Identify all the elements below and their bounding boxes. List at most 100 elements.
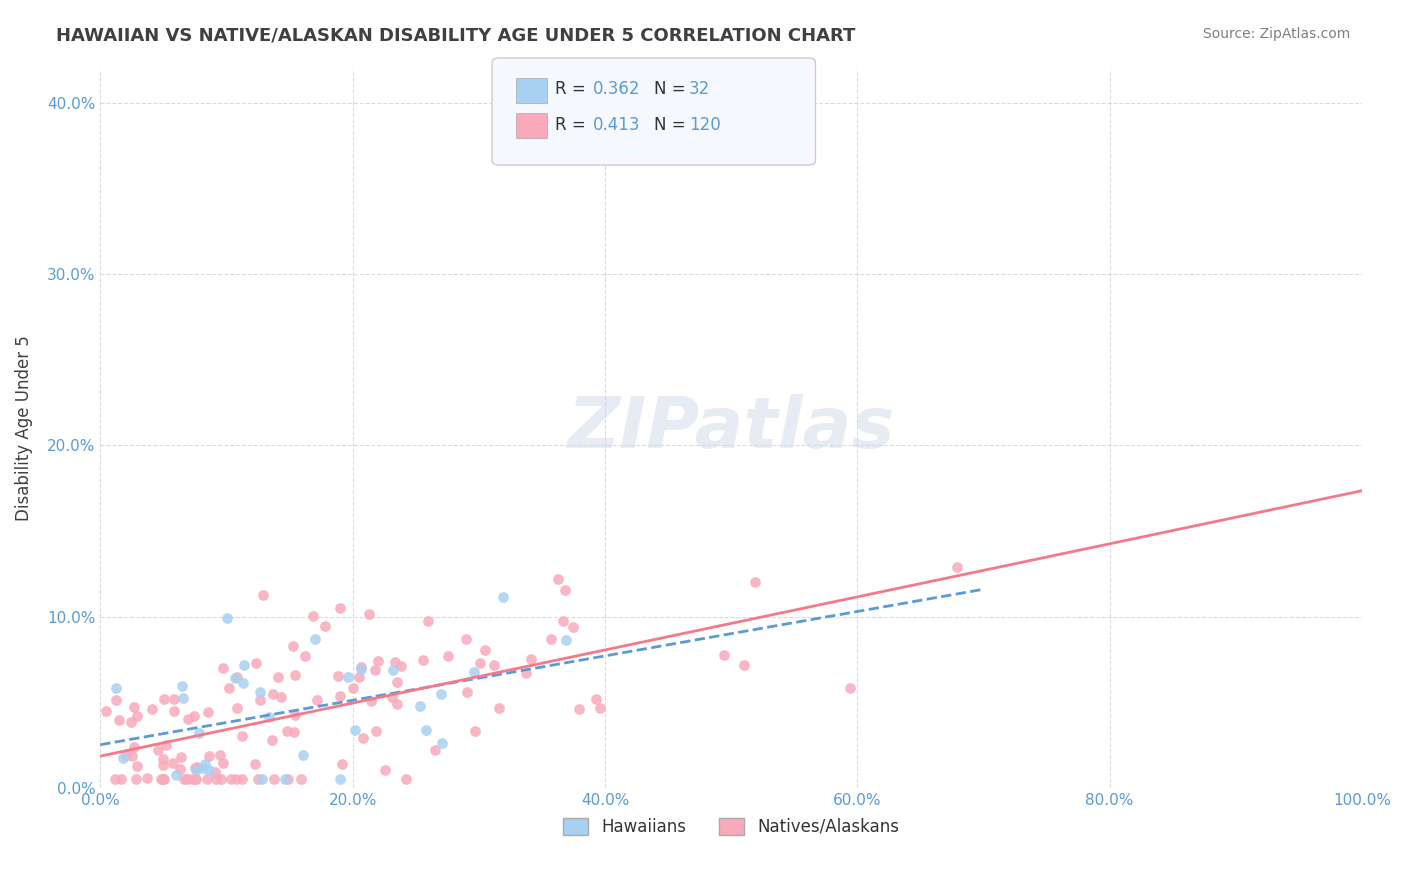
Text: N =: N = bbox=[654, 80, 690, 98]
Point bbox=[347, 670, 370, 684]
Point bbox=[176, 772, 198, 787]
Point bbox=[284, 668, 307, 682]
Point bbox=[314, 619, 336, 633]
Point bbox=[112, 751, 135, 765]
Point bbox=[463, 665, 485, 680]
Point bbox=[456, 685, 478, 699]
Text: 32: 32 bbox=[689, 80, 710, 98]
Point bbox=[283, 725, 305, 739]
Text: 120: 120 bbox=[689, 116, 721, 134]
Point bbox=[232, 657, 254, 672]
Point bbox=[329, 689, 352, 703]
Point bbox=[152, 758, 174, 772]
Text: 0.362: 0.362 bbox=[593, 80, 641, 98]
Point bbox=[389, 659, 412, 673]
Point bbox=[423, 743, 446, 757]
Point bbox=[170, 750, 193, 764]
Point bbox=[198, 763, 221, 777]
Point bbox=[146, 743, 169, 757]
Point bbox=[153, 691, 176, 706]
Point bbox=[232, 676, 254, 690]
Point bbox=[165, 768, 187, 782]
Point bbox=[247, 772, 270, 787]
Point bbox=[283, 639, 305, 653]
Point bbox=[430, 735, 453, 749]
Point bbox=[337, 669, 360, 683]
Point bbox=[195, 772, 218, 787]
Point bbox=[183, 709, 205, 723]
Point bbox=[436, 648, 458, 663]
Point bbox=[381, 690, 404, 705]
Point bbox=[170, 679, 193, 693]
Point bbox=[329, 601, 352, 615]
Point bbox=[384, 655, 406, 669]
Point bbox=[350, 662, 373, 676]
Point bbox=[568, 701, 591, 715]
Point bbox=[387, 674, 409, 689]
Point bbox=[186, 772, 208, 787]
Point bbox=[152, 752, 174, 766]
Point bbox=[122, 739, 145, 754]
Point bbox=[121, 749, 143, 764]
Point bbox=[243, 757, 266, 772]
Point bbox=[252, 588, 274, 602]
Point bbox=[267, 670, 290, 684]
Point bbox=[224, 671, 246, 685]
Point bbox=[180, 772, 202, 787]
Point bbox=[352, 731, 374, 745]
Point bbox=[744, 574, 766, 589]
Point bbox=[350, 660, 373, 674]
Point bbox=[226, 670, 249, 684]
Point bbox=[219, 772, 242, 787]
Point bbox=[274, 772, 297, 787]
Point bbox=[492, 591, 515, 605]
Point bbox=[488, 701, 510, 715]
Point bbox=[364, 663, 387, 677]
Point bbox=[155, 738, 177, 752]
Point bbox=[260, 733, 283, 747]
Point bbox=[209, 747, 232, 762]
Point bbox=[430, 687, 453, 701]
Point bbox=[412, 652, 434, 666]
Point bbox=[215, 611, 238, 625]
Point bbox=[468, 656, 491, 670]
Point bbox=[127, 759, 149, 773]
Point bbox=[357, 607, 380, 622]
Point bbox=[209, 772, 232, 787]
Point bbox=[212, 756, 235, 770]
Point bbox=[262, 687, 284, 701]
Point bbox=[263, 772, 285, 787]
Point bbox=[226, 700, 249, 714]
Point bbox=[551, 614, 574, 628]
Point bbox=[245, 656, 267, 670]
Point bbox=[374, 763, 396, 777]
Text: R =: R = bbox=[555, 116, 592, 134]
Point bbox=[547, 572, 569, 586]
Point bbox=[409, 698, 432, 713]
Point bbox=[367, 654, 389, 668]
Point bbox=[294, 648, 316, 663]
Point bbox=[305, 693, 328, 707]
Point bbox=[385, 698, 408, 712]
Point bbox=[589, 701, 612, 715]
Y-axis label: Disability Age Under 5: Disability Age Under 5 bbox=[15, 335, 32, 521]
Point bbox=[343, 723, 366, 738]
Point bbox=[585, 691, 607, 706]
Text: N =: N = bbox=[654, 116, 690, 134]
Point bbox=[301, 608, 323, 623]
Point bbox=[173, 772, 195, 787]
Point bbox=[250, 772, 273, 787]
Text: Source: ZipAtlas.com: Source: ZipAtlas.com bbox=[1202, 27, 1350, 41]
Point bbox=[270, 690, 292, 704]
Point bbox=[163, 704, 186, 718]
Point bbox=[108, 713, 131, 727]
Point bbox=[152, 772, 174, 787]
Point bbox=[184, 763, 207, 777]
Point bbox=[127, 709, 149, 723]
Point bbox=[141, 702, 163, 716]
Point bbox=[360, 694, 382, 708]
Point bbox=[136, 771, 159, 785]
Point bbox=[120, 715, 142, 730]
Point bbox=[290, 772, 312, 787]
Point bbox=[218, 681, 240, 696]
